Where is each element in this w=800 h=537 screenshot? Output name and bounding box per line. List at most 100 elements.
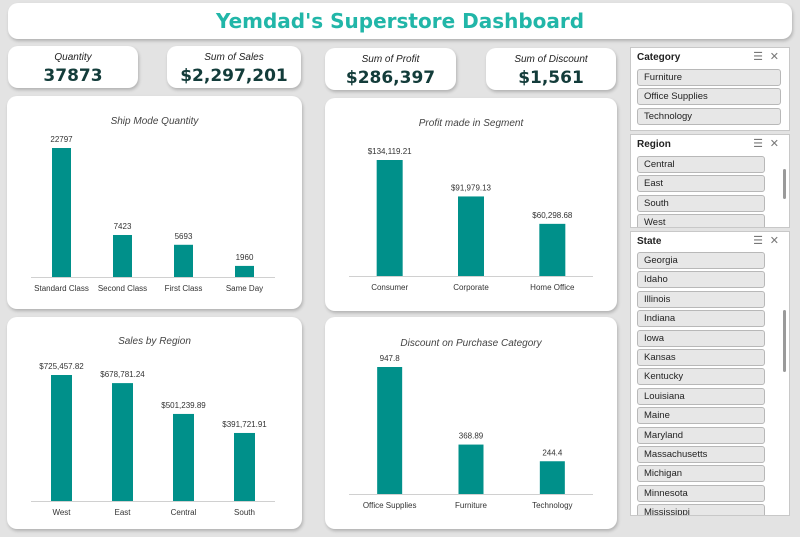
slicer-item-state[interactable]: Mississippi [637, 504, 765, 515]
chart-title: Sales by Region [118, 336, 191, 347]
slicer-item-state[interactable]: Kansas [637, 348, 765, 366]
bar-second-class[interactable] [113, 234, 132, 277]
x-tick-label: Corporate [453, 283, 489, 292]
state-slicer: State ☰ ✕ Georgia Idaho Illinois Indiana… [630, 231, 790, 516]
kpi-discount-label: Sum of Discount [514, 54, 588, 65]
kpi-quantity-label: Quantity [54, 52, 92, 63]
clear-filter-icon[interactable]: ✕ [769, 138, 779, 150]
slicer-item-state[interactable]: Louisiana [637, 387, 765, 405]
dashboard-title: Yemdad's Superstore Dashboard [215, 9, 585, 33]
slicer-item-state[interactable]: Massachusetts [637, 445, 765, 463]
ship-mode-chart: Ship Mode Quantity 22797 Standard Class 74… [7, 96, 302, 309]
bar-office-supplies[interactable] [377, 367, 403, 494]
bar-west[interactable] [51, 375, 72, 501]
chart-title: Profit made in Segment [418, 118, 524, 129]
data-label: 22797 [50, 135, 73, 144]
slicer-item-state[interactable]: Georgia [637, 252, 765, 269]
slicer-item-state[interactable]: Maine [637, 407, 765, 425]
kpi-profit-label: Sum of Profit [361, 54, 420, 65]
bar-east[interactable] [112, 383, 133, 501]
kpi-quantity-card: Quantity 37873 [8, 46, 138, 88]
slicer-title: Region [637, 139, 671, 150]
slicer-item-state[interactable]: Kentucky [637, 368, 765, 386]
bar-technology[interactable] [539, 461, 565, 494]
data-label: $725,457.82 [39, 362, 84, 371]
data-label: 244.4 [542, 448, 563, 457]
sales-region-chart: Sales by Region $725,457.82 West $678,781.… [7, 317, 302, 529]
bar-south[interactable] [234, 432, 255, 501]
slicer-item-state[interactable]: Indiana [637, 310, 765, 328]
chart-plot: $725,457.82 West $678,781.24 East $501,239.8… [31, 362, 275, 517]
slicer-title: State [637, 236, 662, 247]
bar-home-office[interactable] [539, 223, 566, 276]
x-tick-label: Technology [532, 501, 572, 510]
x-tick-label: West [52, 508, 71, 517]
slicer-header: State ☰ ✕ [631, 232, 789, 252]
multi-select-icon[interactable]: ☰ [753, 51, 763, 63]
slicer-item-state[interactable]: Michigan [637, 465, 765, 483]
slicer-item-west[interactable]: West [637, 214, 765, 227]
bar-first-class[interactable] [174, 244, 193, 277]
multi-select-icon[interactable]: ☰ [753, 138, 763, 150]
bar-furniture[interactable] [458, 444, 484, 494]
x-tick-label: Same Day [226, 284, 263, 293]
bar-consumer[interactable] [376, 160, 403, 276]
kpi-discount-card: Sum of Discount $1,561 [486, 48, 616, 90]
x-tick-label: Central [171, 508, 197, 517]
x-tick-label: East [114, 508, 131, 517]
kpi-discount-value: $1,561 [518, 68, 584, 88]
data-label: $501,239.89 [161, 401, 206, 410]
x-tick-label: Home Office [530, 283, 575, 292]
slicer-header: Category ☰ ✕ [631, 48, 789, 68]
discount-category-chart: Discount on Purchase Category 947.8 Offic… [325, 317, 617, 529]
slicer-item-state[interactable]: Idaho [637, 271, 765, 289]
data-label: $91,979.13 [451, 183, 492, 192]
data-label: 368.89 [459, 432, 484, 441]
clear-filter-icon[interactable]: ✕ [769, 235, 779, 247]
slicer-item-office-supplies[interactable]: Office Supplies [637, 88, 781, 106]
state-scrollbar[interactable] [783, 310, 786, 372]
kpi-sales-value: $2,297,201 [180, 66, 288, 86]
slicer-item-south[interactable]: South [637, 194, 765, 212]
slicer-item-state[interactable]: Maryland [637, 426, 765, 444]
slicer-header: Region ☰ ✕ [631, 135, 789, 155]
data-label: 7423 [114, 222, 132, 231]
slicer-item-state[interactable]: Iowa [637, 329, 765, 347]
bar-central[interactable] [173, 413, 194, 501]
kpi-profit-card: Sum of Profit $286,397 [325, 48, 456, 90]
bar-standard-class[interactable] [52, 148, 71, 277]
region-slicer: Region ☰ ✕ Central East South West [630, 134, 790, 228]
data-label: 1960 [236, 253, 254, 262]
slicer-item-technology[interactable]: Technology [637, 107, 781, 125]
profit-segment-chart: Profit made in Segment $134,119.21 Consum… [325, 98, 617, 311]
kpi-quantity-value: 37873 [43, 66, 103, 86]
kpi-sales-label: Sum of Sales [204, 52, 264, 63]
data-label: $391,721.91 [222, 420, 267, 429]
chart-plot: $134,119.21 Consumer $91,979.13 Corporate $6… [349, 147, 593, 292]
data-label: 947.8 [380, 354, 401, 363]
bar-corporate[interactable] [458, 196, 484, 276]
x-tick-label: Second Class [98, 284, 147, 293]
slicer-item-east[interactable]: East [637, 175, 765, 193]
kpi-profit-value: $286,397 [345, 68, 436, 88]
chart-plot: 947.8 Office Supplies 368.89 Furniture 244.4… [349, 354, 593, 510]
slicer-item-central[interactable]: Central [637, 156, 765, 173]
x-tick-label: Standard Class [34, 284, 89, 293]
slicer-item-state[interactable]: Minnesota [637, 484, 765, 502]
chart-plot: 22797 Standard Class 7423 Second Class 5693 F… [31, 135, 275, 293]
multi-select-icon[interactable]: ☰ [753, 235, 763, 247]
x-tick-label: Furniture [455, 501, 488, 510]
region-scrollbar[interactable] [783, 169, 786, 199]
x-tick-label: South [234, 508, 255, 517]
chart-title: Discount on Purchase Category [400, 338, 542, 349]
x-tick-label: Consumer [371, 283, 408, 292]
clear-filter-icon[interactable]: ✕ [769, 51, 779, 63]
dashboard-title-card: Yemdad's Superstore Dashboard [8, 3, 792, 39]
slicer-title: Category [637, 52, 681, 63]
bar-same-day[interactable] [235, 265, 254, 277]
x-tick-label: Office Supplies [363, 501, 417, 510]
kpi-sales-card: Sum of Sales $2,297,201 [167, 46, 301, 88]
slicer-item-state[interactable]: Illinois [637, 290, 765, 308]
data-label: $60,298.68 [532, 211, 573, 220]
slicer-item-furniture[interactable]: Furniture [637, 69, 781, 86]
